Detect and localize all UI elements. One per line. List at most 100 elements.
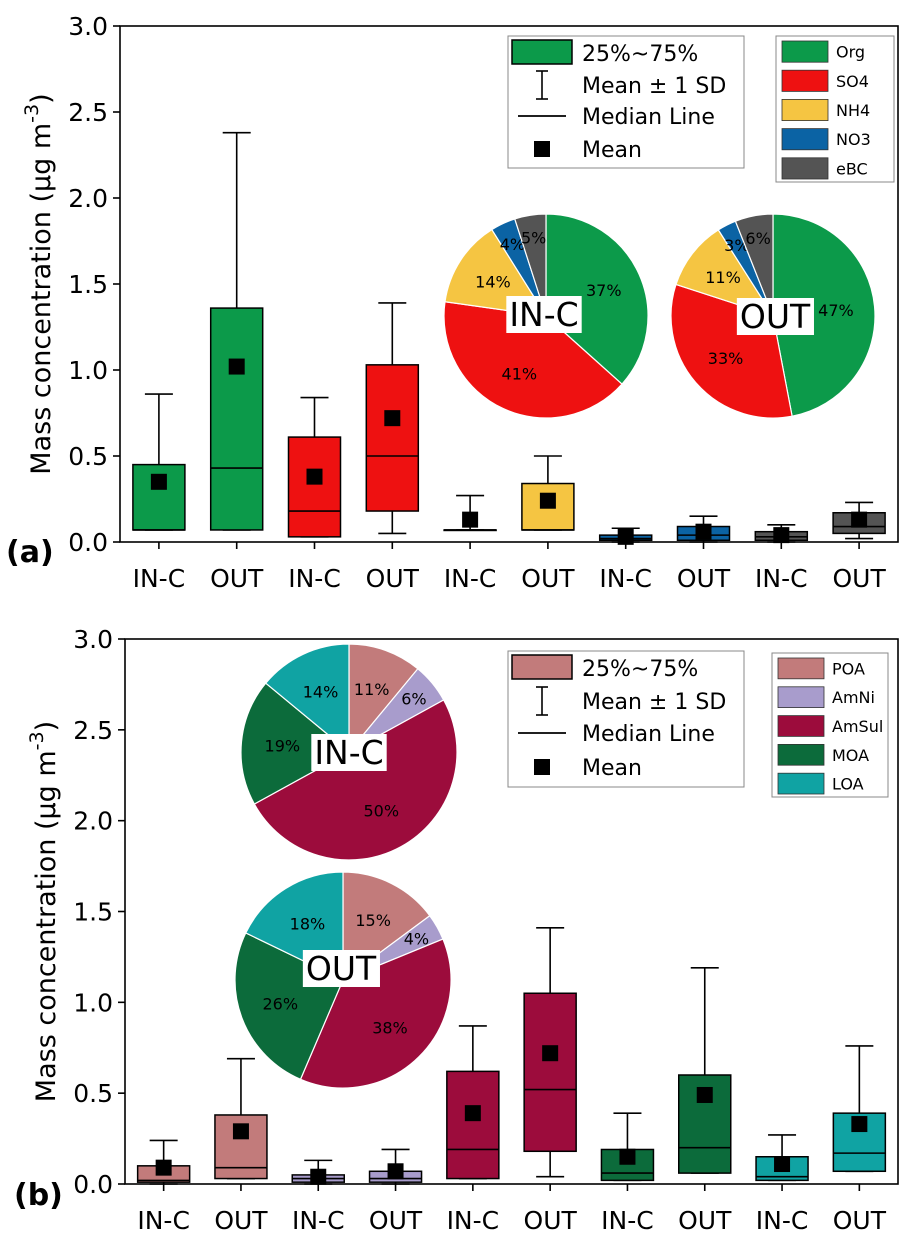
x-tick-label: IN-C	[137, 1206, 190, 1235]
species-swatch-amni	[777, 686, 825, 708]
pie-center-label-bg	[302, 950, 380, 987]
box-loa-out	[832, 1045, 887, 1173]
pie-slice-nh4	[675, 229, 775, 318]
species-swatch-loa	[777, 772, 825, 795]
box-so4-in-c	[287, 396, 342, 538]
species-swatch-ebc	[781, 157, 829, 180]
iqr-box	[521, 482, 575, 531]
y-axis-label-exponent: -3	[21, 104, 43, 123]
x-tick-label: IN-C	[755, 564, 808, 593]
y-tick-label: 2.0	[68, 184, 108, 213]
y-axis-label-close: )	[26, 93, 57, 104]
panel-b: 0.0 0.5 1.0 1.5 2.0 2.5 3.0 IN-C OUT IN-C OUT IN-C O…	[14, 625, 899, 1235]
y-axis-label-close: )	[31, 721, 62, 732]
legend-box-label: 25%~75%	[582, 657, 698, 682]
mean-marker	[774, 1156, 791, 1173]
species-label-nh4: NH4	[836, 101, 870, 120]
mean-marker	[542, 1045, 559, 1062]
y-tick-label: 3.0	[73, 625, 113, 654]
pie-out: 47%33%11%3%6%OUT	[670, 213, 876, 419]
iqr-box	[446, 1070, 500, 1180]
box-ebc-out	[832, 501, 886, 540]
y-tick-label: 0.5	[68, 442, 108, 471]
box-legend: 25%~75% Mean ± 1 SD Median Line Mean	[507, 35, 745, 169]
mean-marker	[384, 410, 401, 427]
species-label-so4: SO4	[836, 72, 869, 91]
panel-label: (b)	[14, 1178, 63, 1213]
x-tick-label: IN-C	[444, 564, 497, 593]
pie-center-label: OUT	[306, 949, 377, 988]
mean-marker	[232, 1123, 249, 1140]
x-tick-label: OUT	[524, 1206, 578, 1235]
species-label-no3: NO3	[836, 130, 871, 149]
pie-slice-label-loa: 18%	[290, 914, 326, 933]
iqr-box	[523, 992, 577, 1153]
species-label-amni: AmNi	[832, 688, 875, 707]
iqr-box	[287, 436, 342, 538]
box-org-in-c	[132, 393, 186, 531]
pie-slice-nh4	[444, 228, 548, 317]
box-nh4-out	[521, 455, 575, 531]
species-label-amsul: AmSul	[832, 717, 883, 736]
species-swatch-org	[781, 40, 829, 63]
x-tick-label: OUT	[366, 564, 420, 593]
legend-box-swatch	[511, 654, 573, 680]
y-axis-label-exponent: -3	[26, 731, 48, 750]
mean-marker	[155, 1159, 172, 1176]
box-amsul-in-c	[446, 1025, 500, 1180]
y-tick-label: 2.5	[73, 716, 113, 745]
legend-median-label: Median Line	[582, 105, 715, 130]
y-tick-label: 0.0	[73, 1170, 113, 1199]
pie-out: 15% 4% 38% 26% 18% OUT	[234, 871, 452, 1089]
pie-slice-poa	[348, 643, 419, 754]
mean-marker	[310, 1168, 327, 1185]
y-tick-label: 1.0	[68, 356, 108, 385]
species-label-poa: POA	[832, 659, 865, 678]
species-label-org: Org	[836, 43, 865, 62]
x-tick-label: OUT	[369, 1206, 423, 1235]
x-tick-label: IN-C	[447, 1206, 500, 1235]
box-poa-out	[214, 1057, 268, 1180]
mean-marker	[228, 358, 245, 375]
y-tick-label: 2.5	[68, 98, 108, 127]
species-swatch-nh4	[781, 99, 829, 122]
pie-slice-label-org: 37%	[586, 281, 622, 300]
pie-slice-label-ebc: 6%	[745, 229, 770, 248]
pie-slice-label-amsul: 50%	[363, 802, 399, 821]
pie-slice-label-no3: 4%	[500, 235, 525, 254]
species-swatch-poa	[777, 657, 825, 680]
mean-marker	[617, 528, 634, 545]
x-tick-label: OUT	[210, 564, 264, 593]
species-label-loa: LOA	[832, 775, 864, 794]
mean-marker	[462, 511, 479, 528]
x-tick-label: IN-C	[292, 1206, 345, 1235]
pie-slice-label-org: 47%	[818, 301, 854, 320]
mean-marker	[696, 1086, 713, 1103]
species-legend: POA AmNi AmSul MOA LOA	[771, 652, 889, 798]
pie-slice-ebc	[514, 213, 547, 317]
y-tick-label: 1.5	[68, 270, 108, 299]
pie-slice-label-nh4: 14%	[475, 273, 511, 292]
legend-mean-label: Mean	[582, 756, 642, 781]
pie-slice-label-poa: 11%	[354, 680, 390, 699]
y-tick-label: 1.5	[73, 898, 113, 927]
species-label-ebc: eBC	[836, 159, 868, 178]
pie-slice-label-loa: 14%	[303, 682, 339, 701]
y-tick-label: 3.0	[68, 12, 108, 41]
pie-center-label: OUT	[740, 297, 811, 336]
mean-marker	[464, 1105, 481, 1122]
box-amsul-out	[523, 927, 577, 1178]
panel-a: 0.0 0.5 1.0 1.5 2.0 2.5 3.0 IN-C OUT IN-C OUT IN-C O…	[6, 12, 899, 593]
box-amni-in-c	[291, 1159, 345, 1185]
pie-center-label-bg	[506, 296, 582, 333]
mean-marker	[150, 473, 167, 490]
pie-center-label-bg	[311, 734, 387, 771]
iqr-box	[209, 307, 264, 531]
mean-marker	[619, 1148, 636, 1165]
legend-box-swatch	[511, 39, 573, 65]
mean-marker	[773, 527, 790, 544]
panel-label: (a)	[6, 535, 54, 570]
pie-center-label: IN-C	[509, 295, 578, 334]
mean-marker	[387, 1163, 404, 1180]
